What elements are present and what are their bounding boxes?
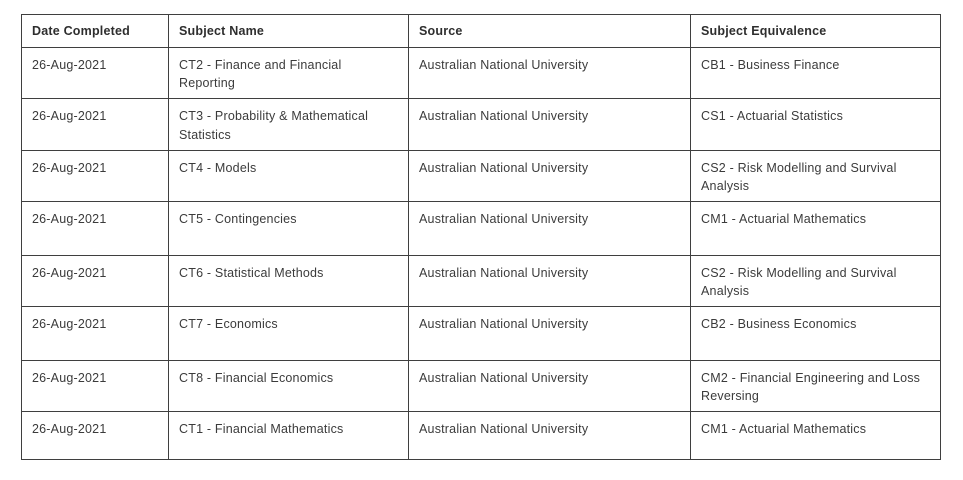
- cell-subject: CT7 - Economics: [168, 306, 409, 362]
- cell-subject: CT1 - Financial Mathematics: [168, 411, 409, 461]
- table-row: 26-Aug-2021 CT1 - Financial Mathematics …: [21, 411, 941, 461]
- cell-subject: CT5 - Contingencies: [168, 200, 409, 256]
- cell-subject: CT2 - Finance and Financial Reporting: [168, 47, 409, 100]
- cell-date: 26-Aug-2021: [21, 149, 169, 202]
- cell-date: 26-Aug-2021: [21, 306, 169, 362]
- table-row: 26-Aug-2021 CT2 - Finance and Financial …: [21, 47, 941, 100]
- cell-equivalence: CS1 - Actuarial Statistics: [690, 98, 941, 151]
- cell-date: 26-Aug-2021: [21, 47, 169, 100]
- cell-source: Australian National University: [408, 47, 691, 100]
- cell-subject: CT3 - Probability & Mathematical Statist…: [168, 98, 409, 151]
- cell-date: 26-Aug-2021: [21, 200, 169, 256]
- cell-equivalence: CB2 - Business Economics: [690, 306, 941, 362]
- header-subject-equivalence: Subject Equivalence: [690, 13, 941, 49]
- table-header-row: Date Completed Subject Name Source Subje…: [21, 13, 941, 49]
- cell-equivalence: CS2 - Risk Modelling and Survival Analys…: [690, 254, 941, 308]
- cell-date: 26-Aug-2021: [21, 254, 169, 308]
- table-row: 26-Aug-2021 CT8 - Financial Economics Au…: [21, 360, 941, 413]
- header-date-completed: Date Completed: [21, 13, 169, 49]
- cell-source: Australian National University: [408, 360, 691, 413]
- cell-subject: CT8 - Financial Economics: [168, 360, 409, 413]
- cell-source: Australian National University: [408, 306, 691, 362]
- cell-equivalence: CM1 - Actuarial Mathematics: [690, 411, 941, 461]
- cell-source: Australian National University: [408, 98, 691, 151]
- cell-date: 26-Aug-2021: [21, 411, 169, 461]
- cell-equivalence: CS2 - Risk Modelling and Survival Analys…: [690, 149, 941, 202]
- cell-source: Australian National University: [408, 254, 691, 308]
- cell-source: Australian National University: [408, 149, 691, 202]
- cell-equivalence: CM2 - Financial Engineering and Loss Rev…: [690, 360, 941, 413]
- cell-equivalence: CB1 - Business Finance: [690, 47, 941, 100]
- table-row: 26-Aug-2021 CT6 - Statistical Methods Au…: [21, 254, 941, 308]
- cell-date: 26-Aug-2021: [21, 98, 169, 151]
- cell-source: Australian National University: [408, 200, 691, 256]
- header-subject-name: Subject Name: [168, 13, 409, 49]
- cell-date: 26-Aug-2021: [21, 360, 169, 413]
- table-row: 26-Aug-2021 CT7 - Economics Australian N…: [21, 306, 941, 362]
- subject-equivalence-table: Date Completed Subject Name Source Subje…: [21, 13, 941, 461]
- table-row: 26-Aug-2021 CT3 - Probability & Mathemat…: [21, 98, 941, 151]
- cell-equivalence: CM1 - Actuarial Mathematics: [690, 200, 941, 256]
- cell-source: Australian National University: [408, 411, 691, 461]
- cell-subject: CT6 - Statistical Methods: [168, 254, 409, 308]
- table-row: 26-Aug-2021 CT5 - Contingencies Australi…: [21, 200, 941, 256]
- header-source: Source: [408, 13, 691, 49]
- table-row: 26-Aug-2021 CT4 - Models Australian Nati…: [21, 149, 941, 202]
- cell-subject: CT4 - Models: [168, 149, 409, 202]
